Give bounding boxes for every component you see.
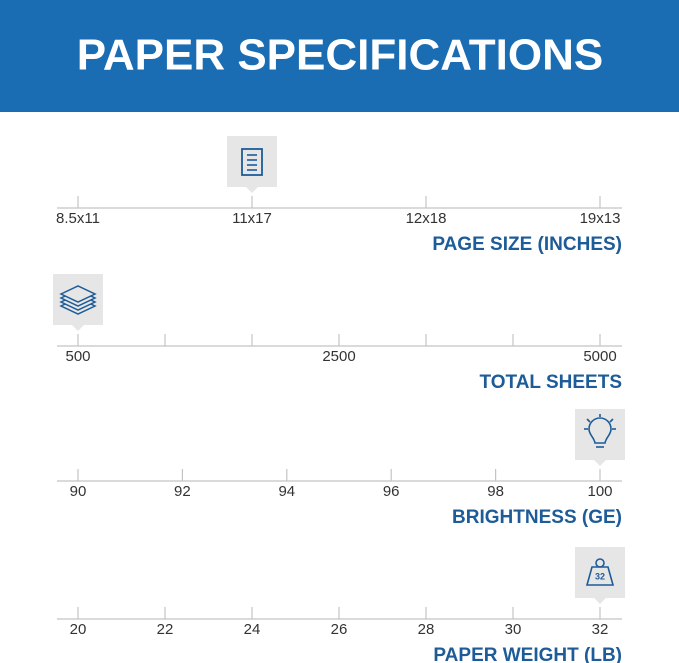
tick-label: 12x18: [406, 210, 447, 227]
marker-pointer: [246, 187, 258, 193]
tick-label: 20: [70, 621, 87, 638]
value-marker: [227, 136, 277, 193]
marker-pointer: [72, 325, 84, 331]
icon-bulb-ray: [609, 418, 614, 423]
tick-label: 98: [487, 483, 504, 500]
value-marker: [575, 409, 625, 466]
icon-weight: [585, 566, 615, 586]
icon-weight-value: 32: [595, 571, 605, 581]
scale-label: PAPER WEIGHT (LB): [433, 645, 622, 663]
value-marker: 32: [575, 547, 625, 604]
tick-label: 32: [592, 621, 609, 638]
scale-label: TOTAL SHEETS: [479, 372, 622, 393]
icon-stack: [59, 285, 97, 303]
tick-label: 8.5x11: [56, 210, 100, 227]
tick-label: 28: [418, 621, 435, 638]
tick-label: 90: [70, 483, 87, 500]
scale-label: PAGE SIZE (INCHES): [432, 234, 622, 255]
tick-label: 96: [383, 483, 400, 500]
tick-label: 2500: [322, 348, 355, 365]
value-marker: [53, 274, 103, 331]
tick-label: 92: [174, 483, 191, 500]
tick-label: 11x17: [232, 210, 272, 227]
icon-doc: [241, 148, 263, 176]
tick-label: 94: [278, 483, 295, 500]
tick-label: 500: [65, 348, 90, 365]
marker-pointer: [594, 460, 606, 466]
tick-label: 22: [157, 621, 174, 638]
tick-label: 30: [505, 621, 522, 638]
tick-label: 26: [331, 621, 348, 638]
marker-box: [575, 547, 625, 598]
icon-bulb-ray: [586, 418, 591, 423]
header-title: PAPER SPECIFICATIONS: [77, 31, 603, 80]
marker-box: [227, 136, 277, 187]
tick-label: 100: [587, 483, 612, 500]
scale-label: BRIGHTNESS (GE): [452, 507, 622, 528]
marker-pointer: [594, 598, 606, 604]
tick-label: 24: [244, 621, 261, 638]
tick-label: 5000: [583, 348, 616, 365]
icon-bulb: [588, 417, 612, 444]
tick-label: 19x13: [580, 210, 621, 227]
header-band: [0, 0, 679, 112]
